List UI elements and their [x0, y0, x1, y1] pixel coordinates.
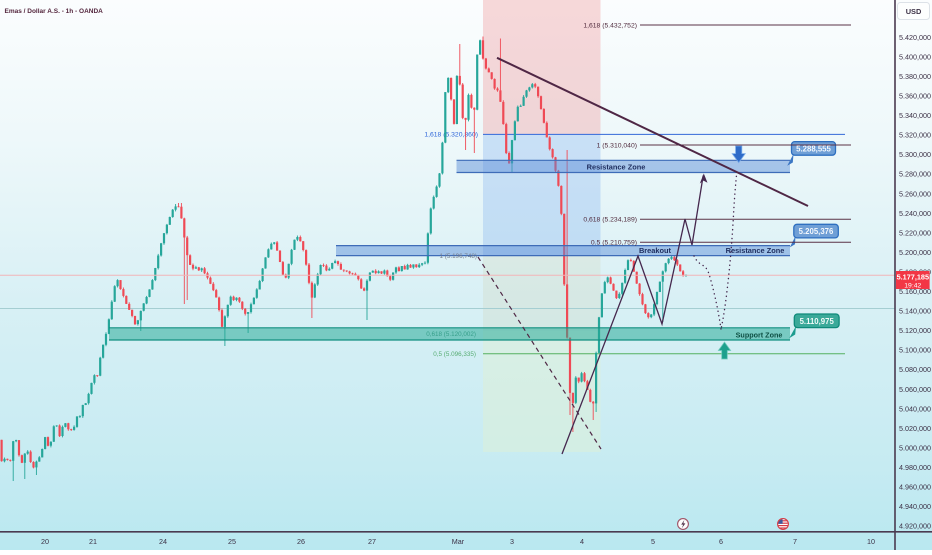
svg-text:5.140,000: 5.140,000 [899, 307, 931, 316]
svg-text:Support Zone: Support Zone [736, 330, 783, 339]
svg-text:5.280,000: 5.280,000 [899, 170, 931, 179]
svg-text:3: 3 [510, 537, 514, 546]
svg-text:5: 5 [651, 537, 655, 546]
svg-text:5.260,000: 5.260,000 [899, 189, 931, 198]
svg-text:19:42: 19:42 [904, 283, 921, 290]
svg-text:5.160,000: 5.160,000 [899, 287, 931, 296]
svg-text:21: 21 [89, 537, 97, 546]
svg-text:5.020,000: 5.020,000 [899, 424, 931, 433]
svg-text:0,5 (5.096,335): 0,5 (5.096,335) [433, 351, 476, 358]
svg-text:1,618 (5.320,860): 1,618 (5.320,860) [424, 132, 478, 139]
svg-text:26: 26 [297, 537, 305, 546]
svg-text:5.120,000: 5.120,000 [899, 326, 931, 335]
svg-text:5.110,975: 5.110,975 [800, 317, 835, 326]
svg-text:Resistance Zone: Resistance Zone [587, 163, 646, 172]
svg-text:5.000,000: 5.000,000 [899, 443, 931, 452]
svg-text:5.220,000: 5.220,000 [899, 228, 931, 237]
svg-text:5.240,000: 5.240,000 [899, 209, 931, 218]
svg-text:USD: USD [906, 7, 922, 16]
svg-text:5.177,185: 5.177,185 [897, 272, 929, 281]
svg-text:5.205,376: 5.205,376 [799, 227, 834, 236]
svg-text:24: 24 [159, 537, 167, 546]
svg-text:5.320,000: 5.320,000 [899, 131, 931, 140]
svg-text:4.940,000: 4.940,000 [899, 502, 931, 511]
svg-text:20: 20 [41, 537, 49, 546]
svg-text:Resistance Zone: Resistance Zone [726, 246, 785, 255]
svg-text:5.288,555: 5.288,555 [796, 144, 831, 153]
svg-text:27: 27 [368, 537, 376, 546]
svg-text:Mar: Mar [452, 537, 465, 546]
svg-text:5.400,000: 5.400,000 [899, 52, 931, 61]
svg-text:1 (5.310,040): 1 (5.310,040) [597, 142, 637, 149]
svg-text:4.980,000: 4.980,000 [899, 463, 931, 472]
svg-text:0.5 (5.210,759): 0.5 (5.210,759) [591, 240, 637, 247]
svg-text:6: 6 [719, 537, 723, 546]
svg-text:5.080,000: 5.080,000 [899, 365, 931, 374]
svg-text:5.360,000: 5.360,000 [899, 92, 931, 101]
svg-text:25: 25 [228, 537, 236, 546]
svg-text:1,618 (5.432,752): 1,618 (5.432,752) [583, 22, 637, 29]
svg-text:5.300,000: 5.300,000 [899, 150, 931, 159]
svg-text:4.920,000: 4.920,000 [899, 522, 931, 531]
svg-text:Emas / Dollar A.S. - 1h - OAND: Emas / Dollar A.S. - 1h - OANDA [5, 8, 104, 15]
svg-text:0,618 (5.234,189): 0,618 (5.234,189) [583, 217, 637, 224]
svg-text:10: 10 [867, 537, 875, 546]
svg-text:4.960,000: 4.960,000 [899, 483, 931, 492]
svg-text:5.380,000: 5.380,000 [899, 72, 931, 81]
svg-text:5.200,000: 5.200,000 [899, 248, 931, 257]
svg-text:5.060,000: 5.060,000 [899, 385, 931, 394]
svg-text:5.340,000: 5.340,000 [899, 111, 931, 120]
svg-text:1 (5.196,748): 1 (5.196,748) [440, 253, 477, 260]
svg-text:5.100,000: 5.100,000 [899, 346, 931, 355]
svg-text:Breakout: Breakout [639, 246, 672, 255]
svg-text:0,618 (5.120,002): 0,618 (5.120,002) [426, 331, 476, 338]
svg-text:5.420,000: 5.420,000 [899, 33, 931, 42]
svg-text:7: 7 [793, 537, 797, 546]
svg-text:5.040,000: 5.040,000 [899, 404, 931, 413]
svg-text:4: 4 [580, 537, 584, 546]
